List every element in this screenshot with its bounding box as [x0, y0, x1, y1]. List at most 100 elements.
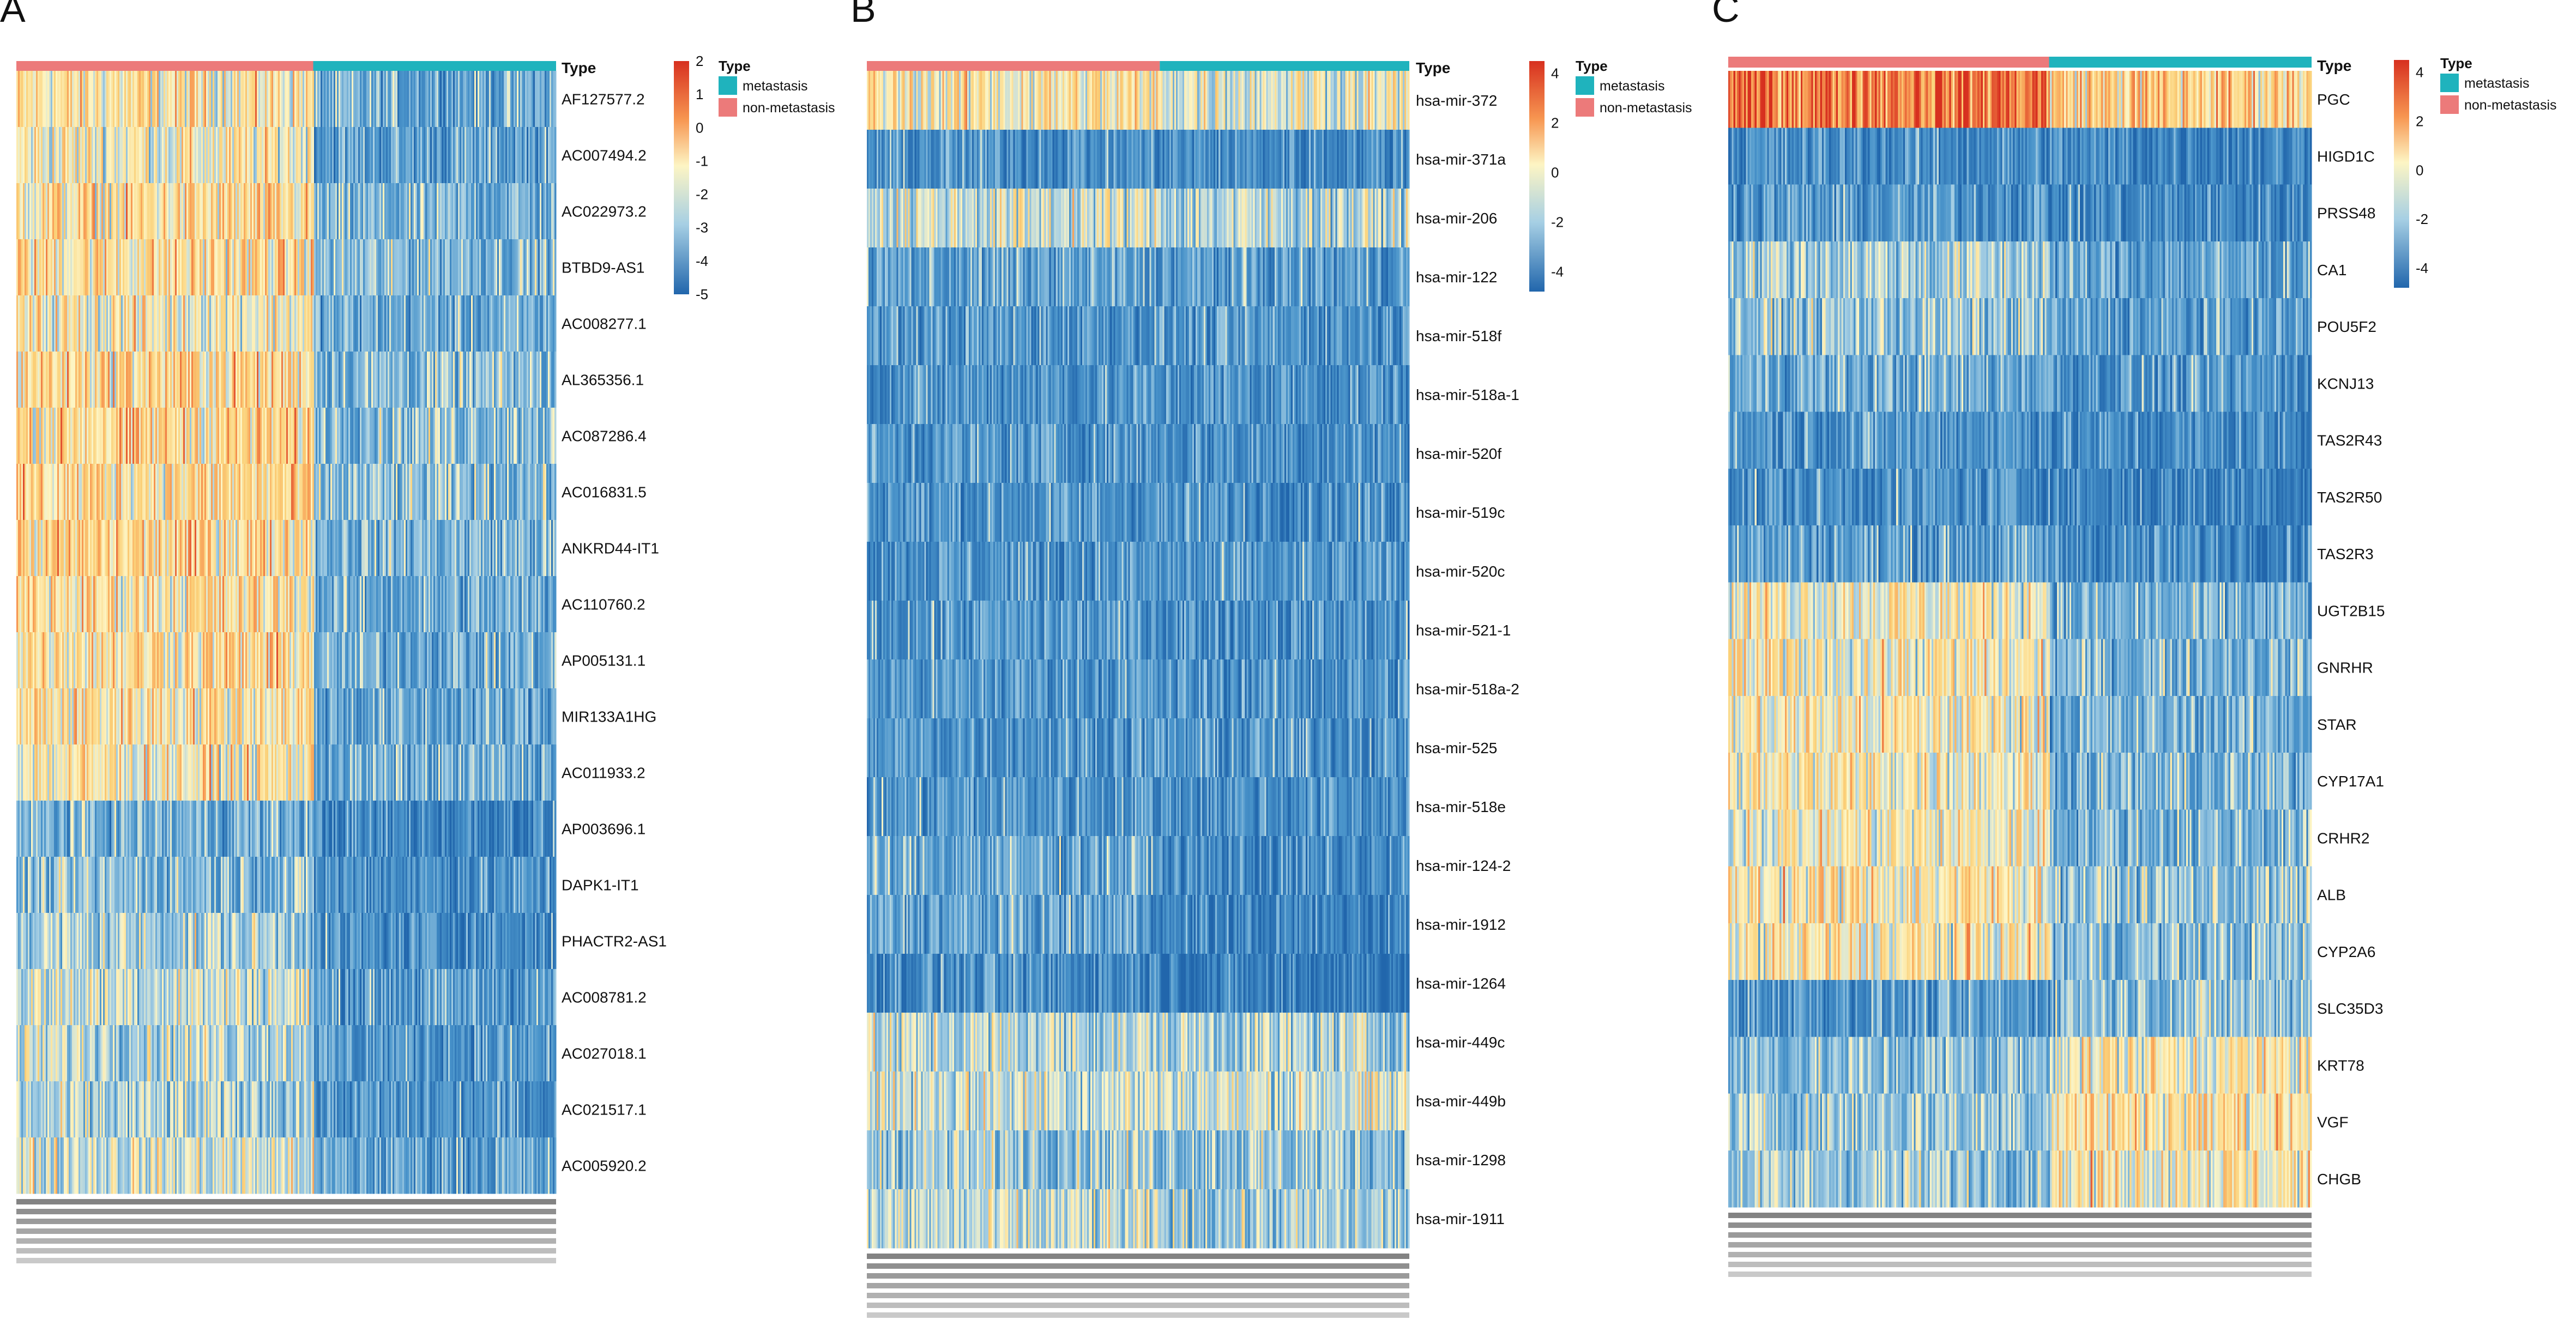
heatmap-cell [28, 183, 30, 240]
heatmap-cell [105, 408, 107, 464]
heatmap-cell [299, 71, 301, 128]
heatmap-cell [379, 520, 382, 577]
heatmap-cell [232, 408, 234, 464]
heatmap-cell [69, 632, 71, 689]
heatmap-cell [370, 408, 372, 464]
heatmap-cell [61, 127, 63, 184]
heatmap-cell [468, 183, 470, 240]
heatmap-cell [478, 71, 480, 128]
heatmap-cell [330, 295, 333, 352]
heatmap-cell [98, 295, 100, 352]
heatmap-cell [500, 295, 503, 352]
heatmap-cell [132, 71, 135, 128]
heatmap-cell [267, 183, 269, 240]
heatmap-cell [541, 71, 544, 128]
heatmap-cell [389, 127, 391, 184]
heatmap-cell [262, 408, 264, 464]
heatmap-cell [432, 408, 434, 464]
heatmap-cell [502, 127, 504, 184]
heatmap-cell [168, 127, 171, 184]
heatmap-cell [83, 408, 86, 464]
heatmap-cell [460, 408, 462, 464]
heatmap-cell [170, 71, 172, 128]
heatmap-cell [435, 464, 437, 520]
heatmap-cell [404, 183, 406, 240]
heatmap-cell [474, 127, 476, 184]
heatmap-cell [533, 71, 535, 128]
heatmap-cell [20, 408, 22, 464]
heatmap-cell [90, 576, 92, 633]
heatmap-cell [286, 688, 288, 745]
heatmap-cell [29, 71, 32, 128]
heatmap-cell [247, 352, 249, 408]
heatmap-cell [100, 71, 102, 128]
heatmap-cell [96, 352, 99, 408]
heatmap-cell [324, 352, 326, 408]
heatmap-cell [268, 352, 270, 408]
heatmap-cell [29, 352, 32, 408]
heatmap-cell [376, 127, 378, 184]
heatmap-cell [214, 71, 216, 128]
heatmap-cell [154, 239, 156, 296]
heatmap-cell [75, 576, 77, 633]
heatmap-cell [79, 127, 81, 184]
heatmap-cell [507, 183, 509, 240]
heatmap-cell [111, 520, 113, 577]
heatmap-cell [339, 576, 341, 633]
heatmap-cell [507, 688, 509, 745]
heatmap-cell [301, 464, 303, 520]
heatmap-cell [433, 127, 436, 184]
heatmap-cell [165, 408, 167, 464]
heatmap-cell [316, 127, 318, 184]
heatmap-cell [113, 71, 115, 128]
heatmap-cell [116, 239, 118, 296]
heatmap-cell [159, 183, 161, 240]
heatmap-cell [121, 408, 123, 464]
heatmap-cell [265, 71, 267, 128]
heatmap-cell [77, 520, 79, 577]
heatmap-cell [157, 239, 159, 296]
heatmap-cell [530, 408, 532, 464]
heatmap-cell [61, 632, 63, 689]
heatmap-cell [209, 408, 212, 464]
heatmap-cell [399, 127, 401, 184]
heatmap-cell [388, 576, 390, 633]
heatmap-cell [160, 352, 162, 408]
heatmap-cell [108, 295, 110, 352]
heatmap-cell [239, 632, 241, 689]
heatmap-cell [432, 520, 434, 577]
heatmap-cell [463, 183, 465, 240]
heatmap-cell [554, 857, 557, 913]
heatmap-cell [208, 71, 210, 128]
heatmap-cell [293, 576, 295, 633]
heatmap-cell [62, 71, 64, 128]
heatmap-cell [54, 632, 56, 689]
heatmap-cell [245, 183, 248, 240]
heatmap-cell [139, 464, 141, 520]
heatmap-cell [460, 632, 462, 689]
heatmap-cell [479, 464, 481, 520]
heatmap-cell [299, 295, 301, 352]
heatmap-cell [515, 576, 517, 633]
heatmap-cell [301, 239, 303, 296]
heatmap-cell [312, 688, 315, 745]
heatmap-cell [306, 352, 308, 408]
heatmap-cell [165, 464, 167, 520]
heatmap-cell [438, 239, 441, 296]
heatmap-cell [142, 464, 144, 520]
heatmap-cell [376, 295, 378, 352]
heatmap-cell [551, 408, 553, 464]
heatmap-cell [275, 464, 277, 520]
heatmap-cell [26, 576, 28, 633]
heatmap-cell [41, 464, 43, 520]
heatmap-cell [363, 71, 365, 128]
heatmap-cell [394, 183, 396, 240]
heatmap-cell [88, 464, 91, 520]
heatmap-cell [520, 127, 522, 184]
heatmap-cell [288, 632, 290, 689]
heatmap-cell [293, 464, 295, 520]
heatmap-cell [440, 295, 442, 352]
heatmap-cell [399, 464, 401, 520]
heatmap-cell [375, 520, 377, 577]
heatmap-cell [474, 632, 476, 689]
